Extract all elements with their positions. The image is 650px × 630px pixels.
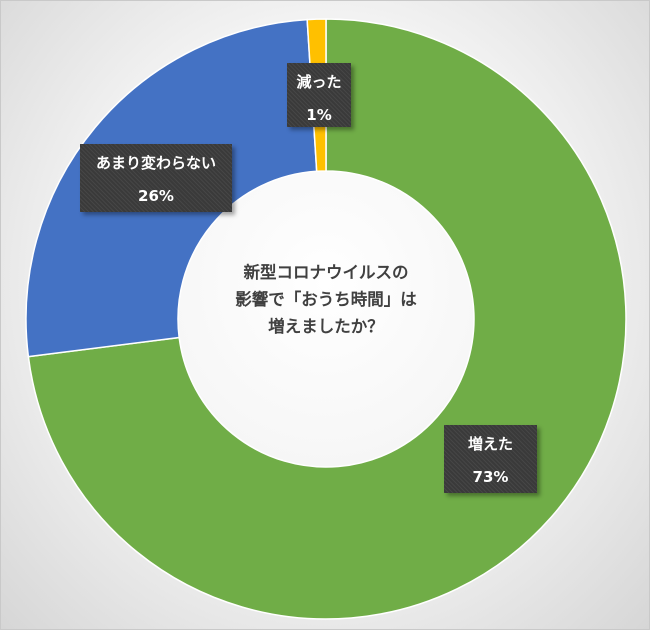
data-label-decreased-value: 1% bbox=[306, 106, 332, 124]
data-label-increased-name: 増えた bbox=[467, 435, 513, 453]
chart-title-line-3: 増えましたか？ bbox=[268, 317, 384, 336]
chart-title-line-2: 影響で「おうち時間」は bbox=[235, 290, 417, 309]
data-label-unchanged-name: あまり変わらない bbox=[95, 154, 216, 172]
data-label-increased: 増えた 73% bbox=[444, 425, 537, 493]
data-label-decreased-name: 減った bbox=[296, 73, 342, 91]
chart-title-line-1: 新型コロナウイルスの bbox=[243, 263, 409, 282]
chart-title: 新型コロナウイルスの 影響で「おうち時間」は 増えましたか？ bbox=[206, 259, 446, 340]
data-label-decreased: 減った 1% bbox=[287, 63, 351, 127]
data-label-unchanged-value: 26% bbox=[138, 187, 174, 205]
data-label-unchanged: あまり変わらない 26% bbox=[80, 144, 232, 212]
data-label-increased-value: 73% bbox=[472, 468, 509, 486]
